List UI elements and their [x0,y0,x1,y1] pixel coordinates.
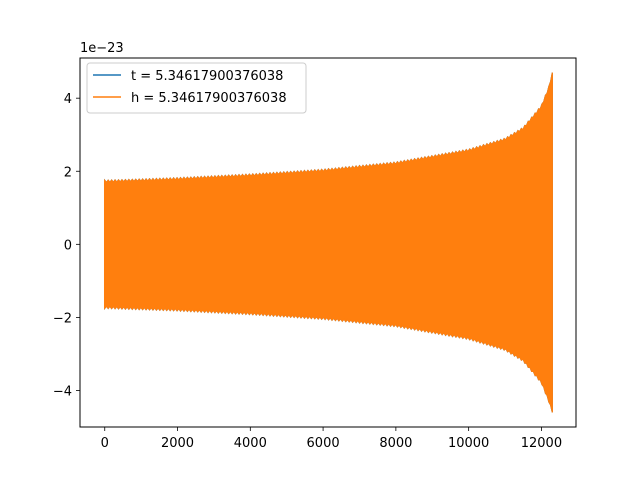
legend-box [86,62,307,114]
y-axis-ticks: −4 −2 0 2 4 [53,92,80,399]
x-tick-label: 8000 [379,436,412,451]
x-tick-label: 2000 [161,436,194,451]
series-h-waveform [104,72,553,413]
x-axis-ticks: 0 2000 4000 6000 8000 10000 12000 [101,427,562,451]
x-tick-label: 10000 [448,436,489,451]
y-tick-label: 0 [64,238,72,253]
x-tick-label: 6000 [307,436,340,451]
x-tick-label: 12000 [521,436,562,451]
y-tick-label: 4 [64,92,72,107]
x-tick-label: 0 [101,436,109,451]
y-tick-label: −2 [53,311,72,326]
y-tick-label: 2 [64,165,72,180]
legend-label-t: t = 5.34617900376038 [131,69,283,84]
axes-frame [79,57,577,428]
series-layer [103,72,553,413]
y-tick-label: −4 [53,384,72,399]
legend-label-h: h = 5.34617900376038 [131,91,287,106]
legend: t = 5.34617900376038 h = 5.3461790037603… [86,62,307,114]
y-offset-text: 1e−23 [80,41,124,56]
x-tick-label: 4000 [234,436,267,451]
